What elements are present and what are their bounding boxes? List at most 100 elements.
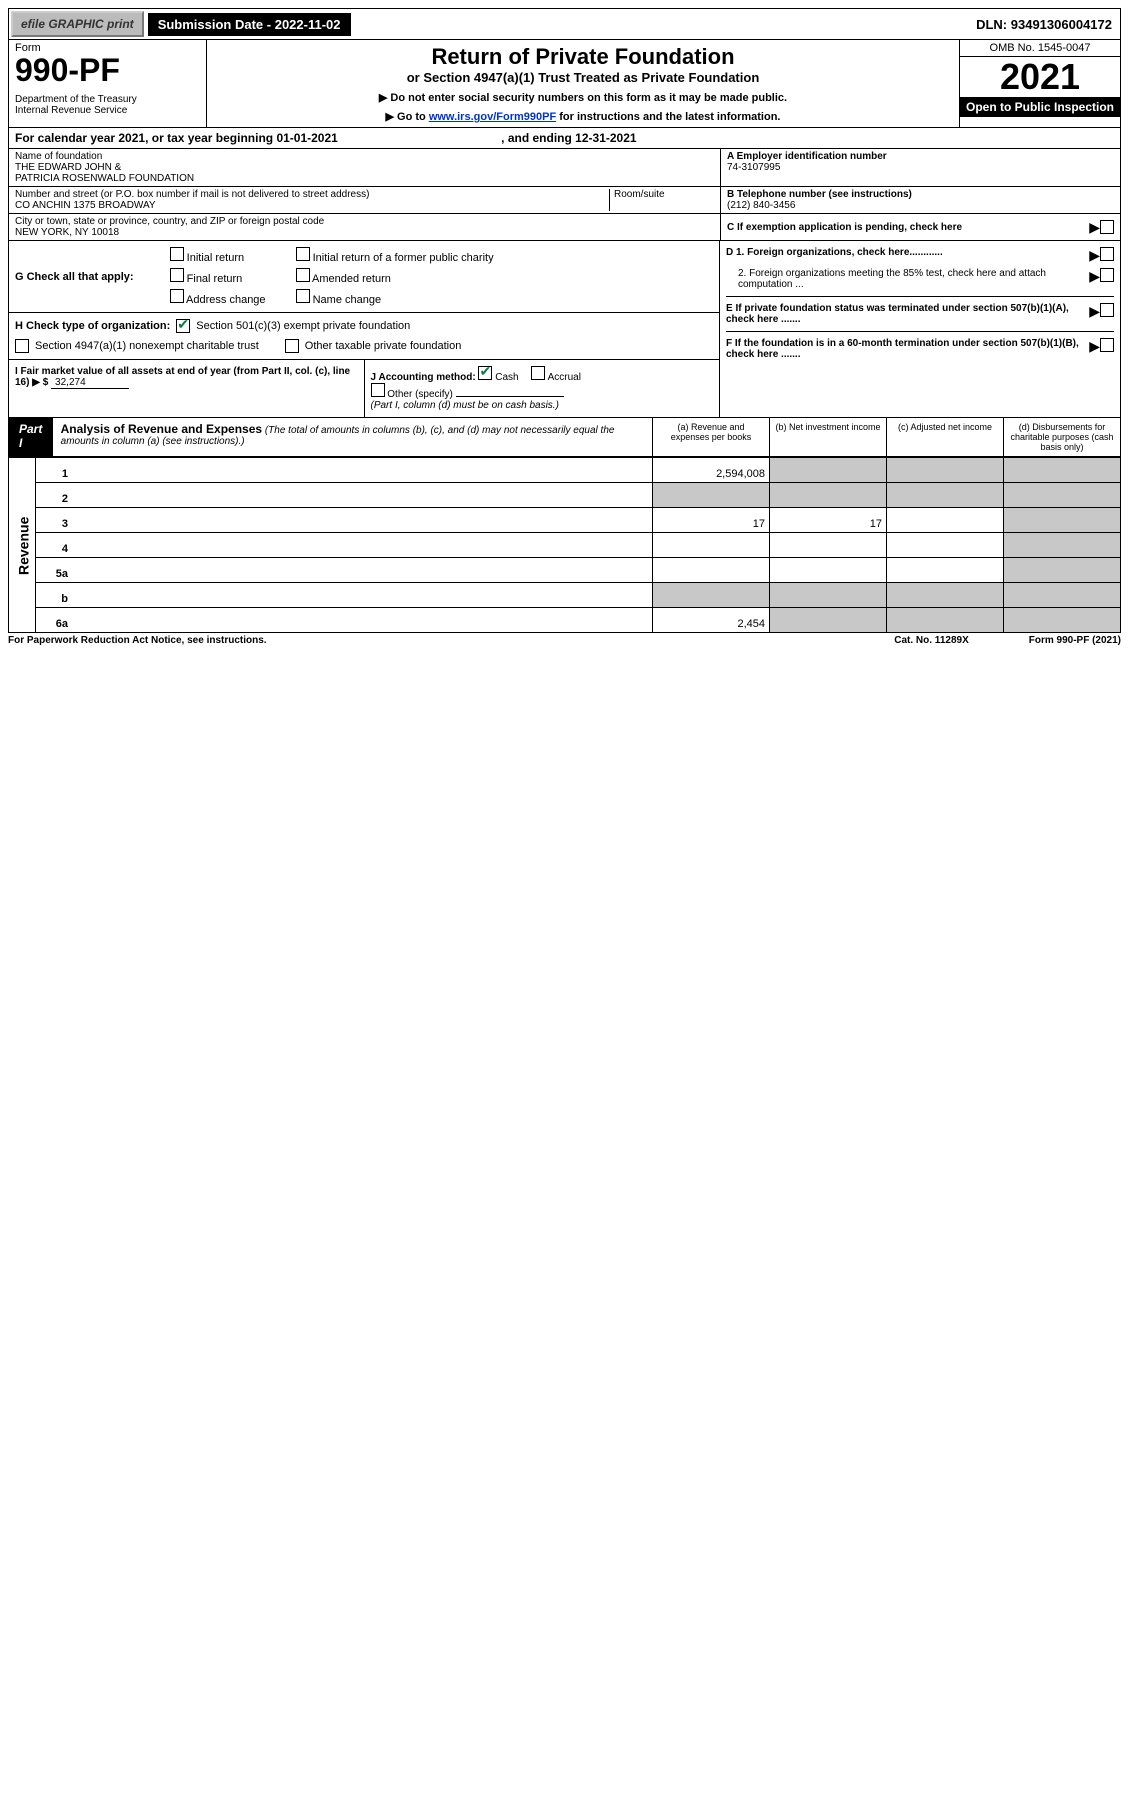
h-other-checkbox[interactable] (285, 339, 299, 353)
line-number: 6a (36, 608, 73, 633)
form-subtitle: or Section 4947(a)(1) Trust Treated as P… (211, 70, 955, 85)
col-a-value (653, 558, 770, 583)
entity-info-grid: Name of foundation THE EDWARD JOHN & PAT… (8, 149, 1121, 241)
line-description (72, 458, 653, 483)
e-label: E If private foundation status was termi… (726, 303, 1089, 325)
col-c-value (887, 458, 1004, 483)
col-c-value (887, 608, 1004, 633)
address-change-checkbox[interactable] (170, 289, 184, 303)
line-description (72, 583, 653, 608)
phone-value: (212) 840-3456 (727, 200, 1114, 211)
cal-year-ending-value: 12-31-2021 (575, 131, 636, 145)
irs-link[interactable]: www.irs.gov/Form990PF (429, 111, 556, 123)
form-number: 990-PF (15, 54, 200, 86)
part1-label: Part I (9, 418, 53, 456)
line-number: 5a (36, 558, 73, 583)
table-row: 2 (9, 483, 1121, 508)
g-opt-0: Initial return (187, 252, 244, 264)
g-opt-2: Final return (187, 273, 243, 285)
col-d-value (1004, 583, 1121, 608)
page-footer: For Paperwork Reduction Act Notice, see … (8, 633, 1121, 646)
line-number: 4 (36, 533, 73, 558)
col-d-value (1004, 558, 1121, 583)
j-cash-checkbox[interactable] (478, 366, 492, 380)
col-b-value (770, 458, 887, 483)
col-d-value (1004, 458, 1121, 483)
col-d-header: (d) Disbursements for charitable purpose… (1003, 418, 1120, 456)
g-label: G Check all that apply: (15, 271, 134, 283)
h-501c3-checkbox[interactable] (176, 319, 190, 333)
initial-return-checkbox[interactable] (170, 247, 184, 261)
h-opt-2: Section 4947(a)(1) nonexempt charitable … (35, 340, 259, 352)
initial-former-checkbox[interactable] (296, 247, 310, 261)
city-value: NEW YORK, NY 10018 (15, 227, 714, 238)
instr2-tail: for instructions and the latest informat… (556, 111, 780, 123)
j-other-checkbox[interactable] (371, 383, 385, 397)
line-number: 2 (36, 483, 73, 508)
d1-label: D 1. Foreign organizations, check here..… (726, 247, 1089, 258)
form-id-block: Form 990-PF Department of the Treasury I… (9, 40, 207, 127)
j-accrual-label: Accrual (548, 372, 581, 383)
submission-date-box: Submission Date - 2022-11-02 (148, 13, 351, 36)
name-change-checkbox[interactable] (296, 289, 310, 303)
col-d-value (1004, 533, 1121, 558)
j-accrual-checkbox[interactable] (531, 366, 545, 380)
j-cell: J Accounting method: Cash Accrual Other … (364, 360, 720, 417)
g-row: G Check all that apply: Initial return I… (9, 241, 719, 312)
phone-label: B Telephone number (see instructions) (727, 189, 1114, 200)
phone-cell: B Telephone number (see instructions) (2… (720, 187, 1120, 214)
calendar-year-row: For calendar year 2021, or tax year begi… (8, 128, 1121, 149)
g-opt-5: Name change (313, 294, 382, 306)
part1-header: Part I Analysis of Revenue and Expenses … (8, 418, 1121, 457)
i-cell: I Fair market value of all assets at end… (9, 360, 364, 417)
h-opt-1: Section 501(c)(3) exempt private foundat… (196, 320, 410, 332)
arrow-icon: ▶ (1089, 303, 1100, 320)
col-a-value (653, 583, 770, 608)
ein-cell: A Employer identification number 74-3107… (720, 149, 1120, 187)
final-return-checkbox[interactable] (170, 268, 184, 282)
col-a-value: 2,454 (653, 608, 770, 633)
open-to-public-box: Open to Public Inspection (960, 97, 1120, 117)
instr2-prefix: ▶ Go to (386, 111, 429, 123)
col-c-value (887, 533, 1004, 558)
e-checkbox[interactable] (1100, 303, 1114, 317)
city-label: City or town, state or province, country… (15, 216, 714, 227)
efile-print-button[interactable]: efile GRAPHIC print (11, 11, 144, 37)
part1-title: Analysis of Revenue and Expenses (61, 422, 262, 436)
line-number: 3 (36, 508, 73, 533)
footer-right: Form 990-PF (2021) (1029, 635, 1121, 646)
col-c-value (887, 508, 1004, 533)
f-checkbox[interactable] (1100, 338, 1114, 352)
part1-description: Analysis of Revenue and Expenses (The to… (53, 418, 652, 456)
col-a-value (653, 483, 770, 508)
foundation-name: THE EDWARD JOHN & PATRICIA ROSENWALD FOU… (15, 162, 714, 184)
department-label: Department of the Treasury Internal Reve… (15, 94, 200, 116)
d2-checkbox[interactable] (1100, 268, 1114, 282)
c-exemption-label: C If exemption application is pending, c… (727, 222, 1089, 233)
h-label: H Check type of organization: (15, 320, 170, 332)
d1-checkbox[interactable] (1100, 247, 1114, 261)
name-label: Name of foundation (15, 151, 714, 162)
line-description (72, 483, 653, 508)
i-j-row: I Fair market value of all assets at end… (9, 359, 719, 417)
i-value: 32,274 (51, 377, 129, 389)
j-cash-label: Cash (495, 372, 518, 383)
h-4947-checkbox[interactable] (15, 339, 29, 353)
j-other-field[interactable] (456, 396, 564, 397)
amended-return-checkbox[interactable] (296, 268, 310, 282)
col-b-value: 17 (770, 508, 887, 533)
form-title: Return of Private Foundation (211, 44, 955, 70)
c-exemption-checkbox[interactable] (1100, 220, 1114, 234)
dln-box: DLN: 93491306004172 (976, 17, 1118, 32)
table-row: Revenue12,594,008 (9, 458, 1121, 483)
line-description (72, 608, 653, 633)
col-c-header: (c) Adjusted net income (886, 418, 1003, 456)
arrow-icon: ▶ (1089, 268, 1100, 285)
cal-year-ending-label: , and ending (501, 131, 575, 145)
col-b-header: (b) Net investment income (769, 418, 886, 456)
section-side-label: Revenue (9, 458, 36, 633)
table-row: 4 (9, 533, 1121, 558)
col-a-value: 17 (653, 508, 770, 533)
footer-mid: Cat. No. 11289X (894, 635, 968, 646)
c-exemption-cell: C If exemption application is pending, c… (720, 214, 1120, 241)
